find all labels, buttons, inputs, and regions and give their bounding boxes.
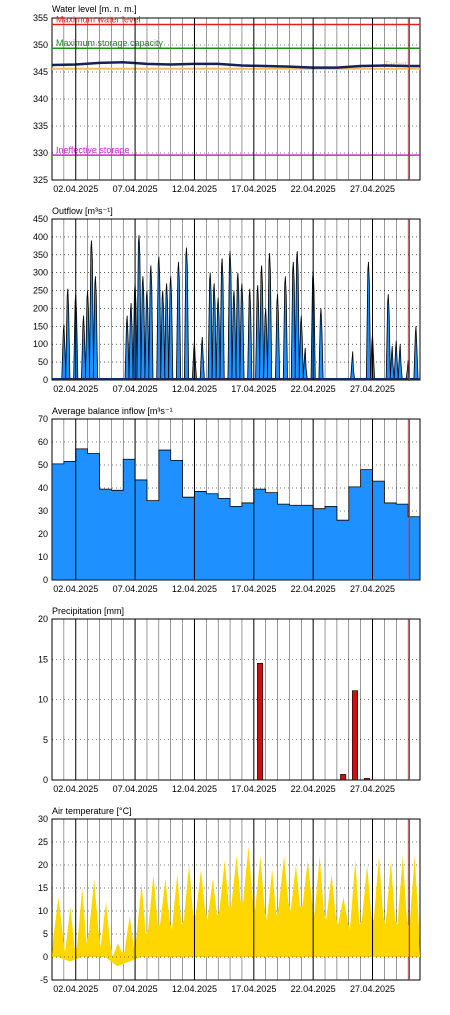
- x-tick-label: 17.04.2025: [231, 784, 276, 794]
- precip-title: Precipitation [mm]: [52, 606, 125, 616]
- y-tick-label: 50: [38, 460, 48, 470]
- x-tick-label: 12.04.2025: [172, 384, 217, 394]
- y-tick-label: 350: [33, 250, 48, 260]
- y-tick-label: 325: [33, 175, 48, 185]
- y-tick-label: 400: [33, 232, 48, 242]
- x-tick-label: 07.04.2025: [113, 584, 158, 594]
- x-tick-label: 22.04.2025: [291, 984, 336, 994]
- y-tick-label: 0: [43, 375, 48, 385]
- x-tick-label: 12.04.2025: [172, 784, 217, 794]
- x-tick-label: 22.04.2025: [291, 584, 336, 594]
- panel-2: 0 10 20 30 40 50 60 70 02.04.2025 07.04.2025 12.04…: [38, 414, 421, 594]
- x-tick-label: 12.04.2025: [172, 584, 217, 594]
- x-tick-label: 07.04.2025: [113, 984, 158, 994]
- y-tick-label: 340: [33, 94, 48, 104]
- y-tick-label: -5: [40, 975, 48, 985]
- y-tick-label: 10: [38, 906, 48, 916]
- y-tick-label: 250: [33, 286, 48, 296]
- panel-1: 0 50 100 150 200 250 300 350 400 450 02.04.2025 07.…: [33, 214, 421, 394]
- x-tick-label: 02.04.2025: [53, 584, 98, 594]
- y-tick-label: 150: [33, 321, 48, 331]
- y-tick-label: 450: [33, 214, 48, 224]
- x-tick-label: 22.04.2025: [291, 184, 336, 194]
- reference-label: Maximum storage capacity: [56, 38, 164, 48]
- y-tick-label: 100: [33, 339, 48, 349]
- y-tick-label: 20: [38, 529, 48, 539]
- y-tick-label: 20: [38, 860, 48, 870]
- y-tick-label: 15: [38, 654, 48, 664]
- water-level-line: [51, 61, 420, 69]
- x-tick-label: 22.04.2025: [291, 384, 336, 394]
- panel-0: Maximum water level Maximum storage capac…: [33, 13, 421, 194]
- inflow-title: Average balance inflow [m³s⁻¹: [52, 406, 173, 416]
- y-tick-label: 70: [38, 414, 48, 424]
- y-tick-label: 10: [38, 552, 48, 562]
- y-tick-label: 355: [33, 13, 48, 23]
- x-tick-label: 27.04.2025: [350, 584, 395, 594]
- y-tick-label: 30: [38, 814, 48, 824]
- y-tick-label: 50: [38, 357, 48, 367]
- x-tick-label: 17.04.2025: [231, 584, 276, 594]
- x-tick-label: 12.04.2025: [172, 984, 217, 994]
- x-tick-label: 12.04.2025: [172, 184, 217, 194]
- reference-label: Ineffective storage: [56, 145, 129, 155]
- y-tick-label: 30: [38, 506, 48, 516]
- y-tick-label: 25: [38, 837, 48, 847]
- y-tick-label: 330: [33, 148, 48, 158]
- x-tick-label: 27.04.2025: [350, 984, 395, 994]
- precip-bar: [363, 778, 370, 781]
- target-label: Target: [384, 60, 407, 69]
- y-tick-label: 345: [33, 67, 48, 77]
- precip-bar: [257, 662, 264, 781]
- x-tick-label: 07.04.2025: [113, 384, 158, 394]
- y-tick-label: 0: [43, 575, 48, 585]
- x-tick-label: 27.04.2025: [350, 184, 395, 194]
- y-tick-label: 350: [33, 40, 48, 50]
- inflow-area: [51, 448, 421, 581]
- x-tick-label: 07.04.2025: [113, 184, 158, 194]
- temperature-area: [52, 846, 420, 957]
- outflow-title: Outflow [m³s⁻¹]: [52, 206, 113, 216]
- x-tick-label: 22.04.2025: [291, 784, 336, 794]
- y-tick-label: 15: [38, 883, 48, 893]
- y-tick-label: 10: [38, 695, 48, 705]
- reference-label: Maximum water level: [56, 14, 141, 24]
- x-tick-label: 17.04.2025: [231, 984, 276, 994]
- y-tick-label: 300: [33, 268, 48, 278]
- y-tick-label: 60: [38, 437, 48, 447]
- x-tick-label: 17.04.2025: [231, 384, 276, 394]
- x-tick-label: 27.04.2025: [350, 384, 395, 394]
- x-tick-label: 07.04.2025: [113, 784, 158, 794]
- y-tick-label: 0: [43, 952, 48, 962]
- x-tick-label: 17.04.2025: [231, 184, 276, 194]
- x-tick-label: 02.04.2025: [53, 384, 98, 394]
- precip-bar: [352, 690, 358, 781]
- y-tick-label: 40: [38, 483, 48, 493]
- x-tick-label: 02.04.2025: [53, 784, 98, 794]
- temperature-below-zero: [52, 957, 420, 967]
- x-tick-label: 02.04.2025: [53, 984, 98, 994]
- y-tick-label: 335: [33, 121, 48, 131]
- x-tick-label: 02.04.2025: [53, 184, 98, 194]
- x-tick-label: 27.04.2025: [350, 784, 395, 794]
- panel-3: 0 5 10 15 20 02.04.2025 07.04.2025 12.04.2025 17…: [38, 614, 421, 794]
- y-tick-label: 200: [33, 303, 48, 313]
- y-tick-label: 5: [43, 929, 48, 939]
- precip-bar: [340, 774, 347, 781]
- panel-4: -5 0 5 10 15 20 25 30 02.04.2025 07.04.2025 12.04.…: [38, 814, 421, 994]
- y-tick-label: 20: [38, 614, 48, 624]
- temperature-title: Air temperature [°C]: [52, 806, 132, 816]
- water-level-title: Water level [m. n. m.]: [52, 4, 137, 14]
- y-tick-label: 5: [43, 735, 48, 745]
- y-tick-label: 0: [43, 775, 48, 785]
